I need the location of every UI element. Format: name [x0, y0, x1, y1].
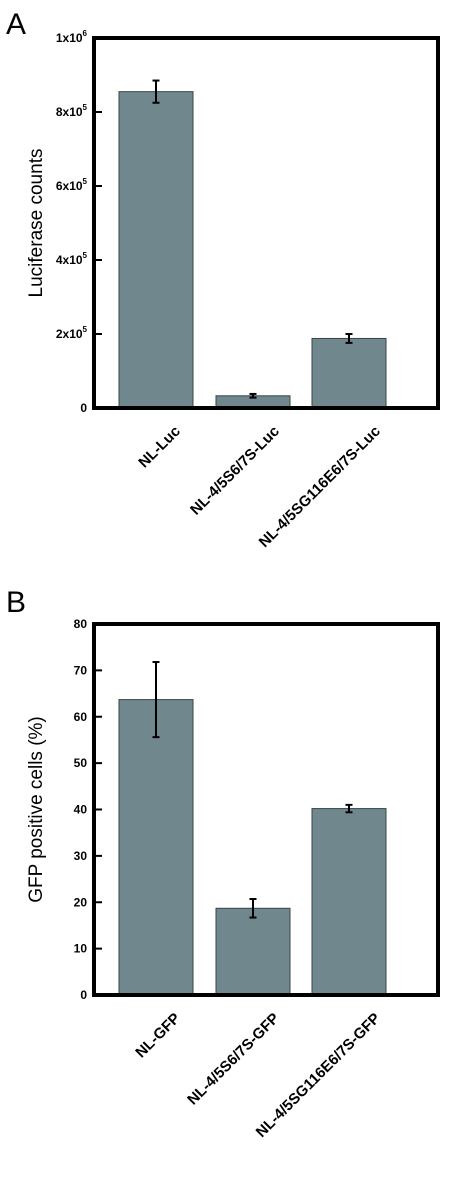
y-tick-label: 0: [80, 988, 87, 1002]
error-bar: [152, 79, 160, 104]
bar: [118, 699, 194, 996]
bar: [311, 337, 387, 409]
chart-panel-a: A 0 2x105 4x105 6x105 8x105 1x106 Luciferase co…: [6, 8, 440, 551]
y-tick-label: 2x105: [56, 325, 88, 341]
y-tick-label: 6x105: [56, 177, 88, 193]
category-label: NL-Luc: [135, 423, 184, 472]
bar: [311, 808, 387, 996]
panel-letter: B: [6, 586, 26, 619]
error-bar: [249, 392, 257, 399]
y-axis-label: GFP positive cells (%): [26, 716, 47, 903]
error-bar: [345, 803, 353, 814]
y-tick-label: 50: [74, 756, 88, 770]
y-tick-label: 30: [74, 849, 88, 863]
category-label: NL-4/5S6/7S-GFP: [184, 1010, 283, 1109]
error-bar: [345, 333, 353, 344]
y-tick-label: 8x105: [56, 103, 88, 119]
category-label: NL-GFP: [132, 1010, 183, 1061]
y-tick-label: 80: [74, 617, 88, 631]
y-tick-label: 1x106: [56, 29, 88, 45]
y-tick-label: 0: [80, 401, 87, 415]
y-tick-label: 70: [74, 663, 88, 677]
bar: [118, 91, 194, 409]
bar: [215, 907, 291, 996]
error-bar: [152, 661, 160, 739]
y-tick-label: 10: [74, 942, 88, 956]
y-tick-label: 20: [74, 895, 88, 909]
y-axis-label: Luciferase counts: [26, 149, 47, 298]
y-tick-label: 60: [74, 710, 88, 724]
category-label: NL-4/5S6/7S-Luc: [187, 423, 283, 519]
y-tick-label: 40: [74, 803, 88, 817]
plot-frame: [92, 622, 440, 997]
panel-letter: A: [6, 8, 26, 41]
error-bar: [249, 898, 257, 919]
plot-frame: [92, 36, 440, 410]
y-tick-label: 4x105: [56, 251, 88, 267]
chart-panel-b: B 0 10 20 30 40 50 60 70 80 GFP positive cells (%)…: [6, 586, 440, 1141]
